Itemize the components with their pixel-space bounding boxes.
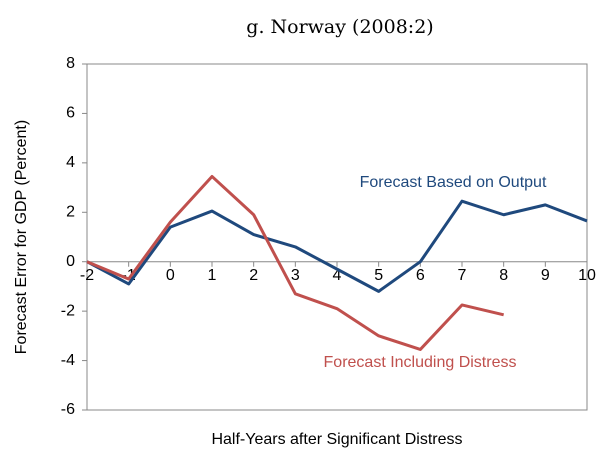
- y-tick-label: 8: [66, 55, 75, 72]
- y-tick-label: -6: [61, 401, 75, 418]
- y-tick-label: 2: [66, 204, 75, 221]
- y-tick-label: 4: [66, 154, 75, 171]
- series-label: Forecast Including Distress: [324, 354, 517, 371]
- x-tick-label: 5: [374, 267, 383, 284]
- series-line: [86, 199, 588, 293]
- x-tick-label: 3: [291, 267, 300, 284]
- x-tick-label: 8: [499, 267, 508, 284]
- y-tick-label: -4: [61, 352, 75, 369]
- plot-frame: [86, 63, 588, 411]
- x-tick-label: 7: [458, 267, 467, 284]
- x-tick-label: 4: [333, 267, 342, 284]
- series-line: [86, 174, 505, 351]
- x-tick-label: 2: [249, 267, 258, 284]
- x-tick-label: 9: [541, 267, 550, 284]
- chart-title: g. Norway (2008:2): [246, 16, 433, 38]
- series-label: Forecast Based on Output: [360, 174, 547, 191]
- y-tick-label: 0: [66, 253, 75, 270]
- x-tick-label: 1: [208, 267, 217, 284]
- x-tick-label: -2: [80, 267, 94, 284]
- y-tick-label: 6: [66, 105, 75, 122]
- x-tick-label: 0: [166, 267, 175, 284]
- y-tick-label: -2: [61, 302, 75, 319]
- x-axis-label: Half-Years after Significant Distress: [211, 431, 462, 448]
- x-tick-label: 10: [578, 267, 596, 284]
- y-axis-label: Forecast Error for GDP (Percent): [13, 120, 30, 354]
- x-tick-label: 6: [416, 267, 425, 284]
